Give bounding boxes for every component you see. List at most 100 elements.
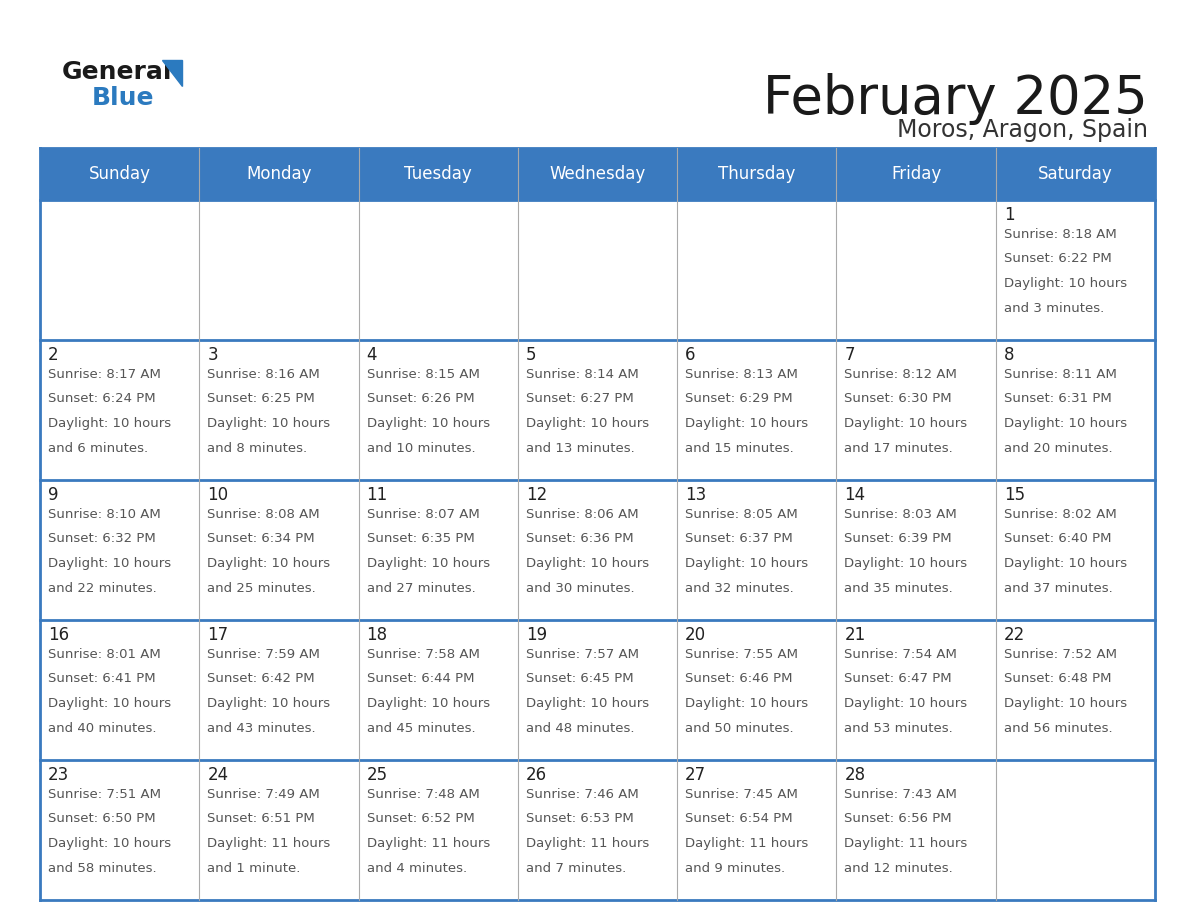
- Text: Daylight: 11 hours: Daylight: 11 hours: [526, 837, 649, 850]
- Text: Sunset: 6:54 PM: Sunset: 6:54 PM: [685, 812, 792, 825]
- Text: Sunrise: 8:03 AM: Sunrise: 8:03 AM: [845, 508, 958, 521]
- Text: Sunrise: 7:49 AM: Sunrise: 7:49 AM: [207, 788, 320, 801]
- Text: Wednesday: Wednesday: [549, 165, 645, 183]
- Text: Daylight: 10 hours: Daylight: 10 hours: [845, 557, 967, 570]
- Text: 4: 4: [367, 346, 377, 364]
- Text: 22: 22: [1004, 626, 1025, 644]
- Text: and 13 minutes.: and 13 minutes.: [526, 442, 634, 454]
- Text: Sunrise: 8:11 AM: Sunrise: 8:11 AM: [1004, 368, 1117, 381]
- Text: and 3 minutes.: and 3 minutes.: [1004, 301, 1104, 315]
- Text: and 25 minutes.: and 25 minutes.: [207, 581, 316, 595]
- Text: Sunrise: 7:54 AM: Sunrise: 7:54 AM: [845, 648, 958, 661]
- Bar: [518, 480, 677, 620]
- Bar: [996, 200, 1155, 340]
- Text: 8: 8: [1004, 346, 1015, 364]
- Text: and 1 minute.: and 1 minute.: [207, 861, 301, 875]
- Bar: [200, 760, 359, 900]
- Text: Daylight: 11 hours: Daylight: 11 hours: [367, 837, 489, 850]
- Text: 25: 25: [367, 766, 387, 784]
- Text: Thursday: Thursday: [718, 165, 796, 183]
- Text: Sunset: 6:24 PM: Sunset: 6:24 PM: [48, 393, 156, 406]
- Text: and 45 minutes.: and 45 minutes.: [367, 722, 475, 734]
- Text: Sunrise: 7:55 AM: Sunrise: 7:55 AM: [685, 648, 798, 661]
- Text: Blue: Blue: [91, 86, 154, 110]
- Text: Daylight: 10 hours: Daylight: 10 hours: [1004, 277, 1127, 290]
- Text: Sunset: 6:48 PM: Sunset: 6:48 PM: [1004, 673, 1111, 686]
- Text: 6: 6: [685, 346, 696, 364]
- Text: Daylight: 11 hours: Daylight: 11 hours: [845, 837, 968, 850]
- Text: and 15 minutes.: and 15 minutes.: [685, 442, 794, 454]
- Text: Sunset: 6:45 PM: Sunset: 6:45 PM: [526, 673, 633, 686]
- Text: 14: 14: [845, 486, 866, 504]
- Text: Sunrise: 7:59 AM: Sunrise: 7:59 AM: [207, 648, 320, 661]
- Text: 2: 2: [48, 346, 58, 364]
- Text: Sunrise: 8:16 AM: Sunrise: 8:16 AM: [207, 368, 320, 381]
- Bar: [200, 200, 359, 340]
- Text: Daylight: 11 hours: Daylight: 11 hours: [685, 837, 808, 850]
- Text: Sunrise: 7:43 AM: Sunrise: 7:43 AM: [845, 788, 958, 801]
- Bar: [359, 340, 518, 480]
- Text: Sunset: 6:37 PM: Sunset: 6:37 PM: [685, 532, 792, 545]
- Bar: [996, 760, 1155, 900]
- Text: Daylight: 10 hours: Daylight: 10 hours: [685, 557, 808, 570]
- Text: and 6 minutes.: and 6 minutes.: [48, 442, 148, 454]
- Text: 16: 16: [48, 626, 69, 644]
- Text: Sunset: 6:29 PM: Sunset: 6:29 PM: [685, 393, 792, 406]
- Text: Sunrise: 8:12 AM: Sunrise: 8:12 AM: [845, 368, 958, 381]
- Text: 21: 21: [845, 626, 866, 644]
- Text: and 12 minutes.: and 12 minutes.: [845, 861, 953, 875]
- Text: 3: 3: [207, 346, 217, 364]
- Bar: [40, 620, 200, 760]
- Text: Daylight: 10 hours: Daylight: 10 hours: [1004, 417, 1127, 430]
- Text: 18: 18: [367, 626, 387, 644]
- Text: Sunrise: 7:48 AM: Sunrise: 7:48 AM: [367, 788, 479, 801]
- Text: Daylight: 10 hours: Daylight: 10 hours: [845, 697, 967, 710]
- Text: and 22 minutes.: and 22 minutes.: [48, 581, 157, 595]
- Bar: [996, 340, 1155, 480]
- Text: Sunday: Sunday: [89, 165, 151, 183]
- Text: 1: 1: [1004, 206, 1015, 224]
- Text: and 7 minutes.: and 7 minutes.: [526, 861, 626, 875]
- Text: Sunset: 6:42 PM: Sunset: 6:42 PM: [207, 673, 315, 686]
- Text: 13: 13: [685, 486, 707, 504]
- Bar: [677, 200, 836, 340]
- Text: Sunset: 6:39 PM: Sunset: 6:39 PM: [845, 532, 952, 545]
- Bar: [359, 760, 518, 900]
- Text: Daylight: 10 hours: Daylight: 10 hours: [48, 417, 171, 430]
- Text: Sunset: 6:36 PM: Sunset: 6:36 PM: [526, 532, 633, 545]
- Text: Sunset: 6:51 PM: Sunset: 6:51 PM: [207, 812, 315, 825]
- Text: and 37 minutes.: and 37 minutes.: [1004, 581, 1112, 595]
- Text: 27: 27: [685, 766, 707, 784]
- Text: Sunset: 6:27 PM: Sunset: 6:27 PM: [526, 393, 633, 406]
- Text: 7: 7: [845, 346, 855, 364]
- Text: and 58 minutes.: and 58 minutes.: [48, 861, 157, 875]
- Bar: [836, 340, 996, 480]
- Bar: [518, 340, 677, 480]
- Text: 28: 28: [845, 766, 866, 784]
- Text: and 30 minutes.: and 30 minutes.: [526, 581, 634, 595]
- Text: and 17 minutes.: and 17 minutes.: [845, 442, 953, 454]
- Text: Sunrise: 8:15 AM: Sunrise: 8:15 AM: [367, 368, 480, 381]
- Bar: [996, 480, 1155, 620]
- Bar: [836, 200, 996, 340]
- Text: Sunrise: 8:17 AM: Sunrise: 8:17 AM: [48, 368, 160, 381]
- Text: Sunset: 6:32 PM: Sunset: 6:32 PM: [48, 532, 156, 545]
- Bar: [518, 620, 677, 760]
- Bar: [677, 760, 836, 900]
- Text: and 9 minutes.: and 9 minutes.: [685, 861, 785, 875]
- Text: and 43 minutes.: and 43 minutes.: [207, 722, 316, 734]
- Text: Sunrise: 7:46 AM: Sunrise: 7:46 AM: [526, 788, 639, 801]
- Text: Sunset: 6:56 PM: Sunset: 6:56 PM: [845, 812, 952, 825]
- Text: Daylight: 11 hours: Daylight: 11 hours: [207, 837, 330, 850]
- Text: Sunrise: 7:45 AM: Sunrise: 7:45 AM: [685, 788, 798, 801]
- Text: 11: 11: [367, 486, 387, 504]
- Text: Sunrise: 8:02 AM: Sunrise: 8:02 AM: [1004, 508, 1117, 521]
- Bar: [518, 200, 677, 340]
- Bar: [359, 620, 518, 760]
- Text: General: General: [62, 60, 172, 84]
- Text: Sunset: 6:44 PM: Sunset: 6:44 PM: [367, 673, 474, 686]
- Text: Sunrise: 8:05 AM: Sunrise: 8:05 AM: [685, 508, 798, 521]
- Text: Daylight: 10 hours: Daylight: 10 hours: [207, 697, 330, 710]
- Text: 19: 19: [526, 626, 546, 644]
- Text: Tuesday: Tuesday: [404, 165, 472, 183]
